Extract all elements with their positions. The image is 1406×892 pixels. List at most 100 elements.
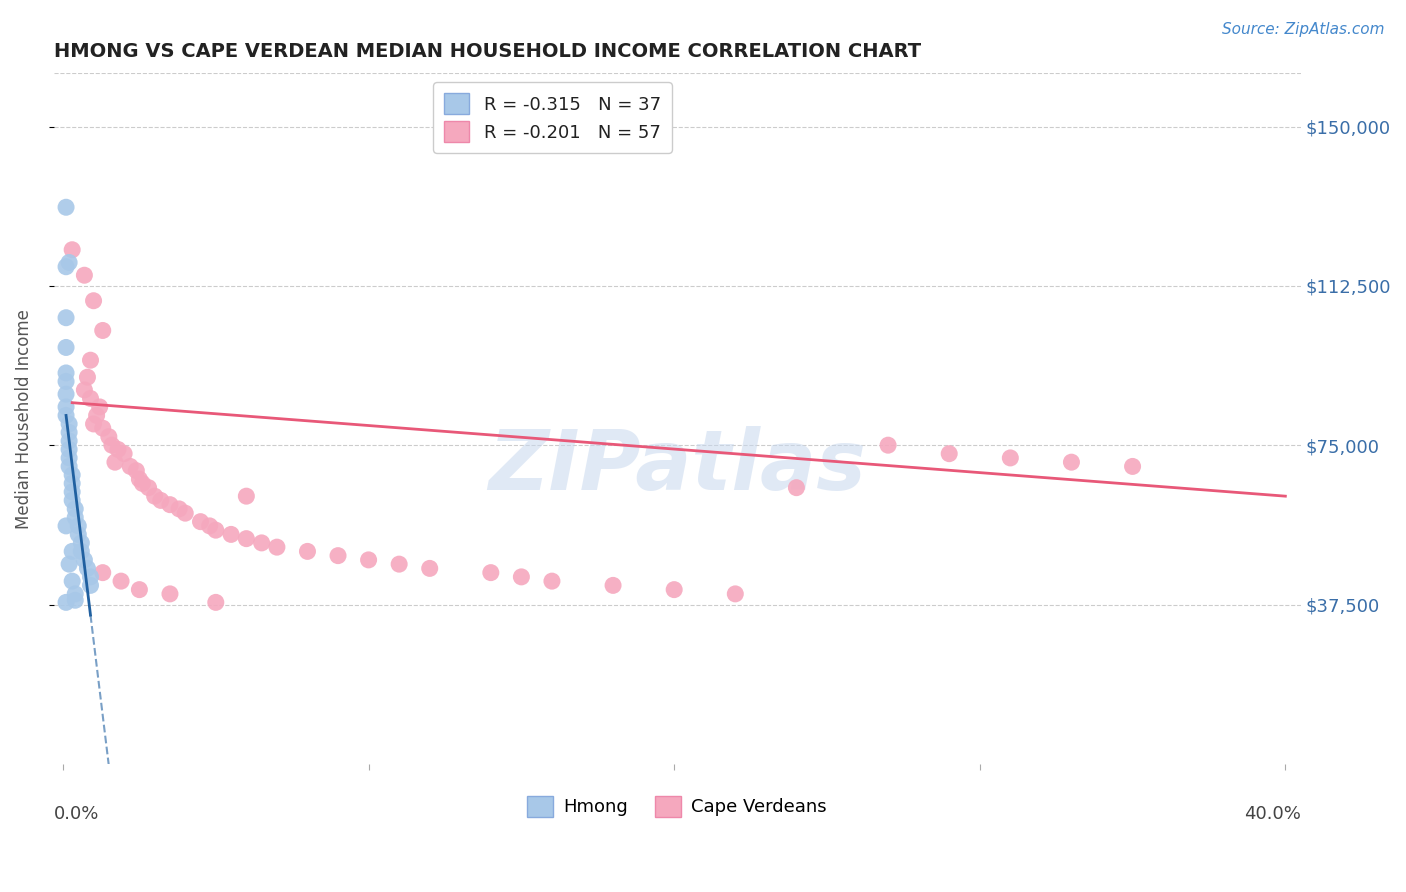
Point <box>55 366 77 380</box>
Point <box>86 409 108 423</box>
Point <box>67 527 90 541</box>
Point <box>70 536 93 550</box>
Point <box>55 375 77 389</box>
Point <box>125 464 148 478</box>
Point <box>60 476 83 491</box>
Point <box>55 400 77 414</box>
Point <box>877 438 900 452</box>
Point <box>357 553 380 567</box>
Point <box>198 519 221 533</box>
Legend: Hmong, Cape Verdeans: Hmong, Cape Verdeans <box>520 789 834 824</box>
Point <box>110 574 132 588</box>
Point <box>1000 450 1022 465</box>
Text: 40.0%: 40.0% <box>1244 805 1301 823</box>
Point <box>174 506 197 520</box>
Point <box>79 353 101 368</box>
Point <box>60 243 83 257</box>
Point <box>58 557 80 571</box>
Point <box>79 392 101 406</box>
Point <box>1122 459 1144 474</box>
Point <box>60 574 83 588</box>
Point <box>58 417 80 431</box>
Point <box>388 557 411 571</box>
Point <box>128 472 150 486</box>
Point <box>91 421 114 435</box>
Point <box>131 476 153 491</box>
Text: ZIPatlas: ZIPatlas <box>488 426 866 508</box>
Point <box>55 310 77 325</box>
Point <box>60 484 83 499</box>
Point <box>83 417 105 431</box>
Point <box>55 519 77 533</box>
Point <box>167 502 190 516</box>
Point <box>58 425 80 440</box>
Point <box>266 540 288 554</box>
Point <box>79 578 101 592</box>
Point <box>104 455 127 469</box>
Point <box>785 481 807 495</box>
Point <box>107 442 129 457</box>
Point <box>297 544 319 558</box>
Point <box>235 532 257 546</box>
Point <box>60 493 83 508</box>
Point <box>326 549 349 563</box>
Point <box>65 593 87 607</box>
Point <box>112 447 135 461</box>
Point <box>235 489 257 503</box>
Point <box>60 544 83 558</box>
Point <box>55 341 77 355</box>
Point <box>204 523 226 537</box>
Point <box>250 536 273 550</box>
Point <box>479 566 502 580</box>
Point <box>79 570 101 584</box>
Point <box>70 544 93 558</box>
Text: HMONG VS CAPE VERDEAN MEDIAN HOUSEHOLD INCOME CORRELATION CHART: HMONG VS CAPE VERDEAN MEDIAN HOUSEHOLD I… <box>53 42 921 61</box>
Point <box>58 442 80 457</box>
Point <box>664 582 686 597</box>
Point <box>55 409 77 423</box>
Point <box>65 587 87 601</box>
Point <box>159 498 181 512</box>
Point <box>120 459 142 474</box>
Point <box>58 434 80 448</box>
Point <box>541 574 564 588</box>
Point <box>65 502 87 516</box>
Point <box>510 570 533 584</box>
Point <box>419 561 441 575</box>
Point <box>91 566 114 580</box>
Y-axis label: Median Household Income: Median Household Income <box>15 309 32 529</box>
Point <box>55 260 77 274</box>
Point <box>138 481 160 495</box>
Point <box>938 447 960 461</box>
Text: Source: ZipAtlas.com: Source: ZipAtlas.com <box>1222 22 1385 37</box>
Point <box>58 459 80 474</box>
Point <box>73 383 96 397</box>
Point <box>58 450 80 465</box>
Point <box>149 493 172 508</box>
Point <box>143 489 166 503</box>
Point <box>55 387 77 401</box>
Point <box>67 519 90 533</box>
Point <box>190 515 212 529</box>
Point <box>602 578 624 592</box>
Point <box>83 293 105 308</box>
Point <box>89 400 111 414</box>
Point <box>97 430 120 444</box>
Point <box>724 587 747 601</box>
Point <box>76 370 98 384</box>
Point <box>76 561 98 575</box>
Point <box>128 582 150 597</box>
Point <box>73 553 96 567</box>
Point <box>159 587 181 601</box>
Point <box>204 595 226 609</box>
Point <box>1060 455 1083 469</box>
Text: 0.0%: 0.0% <box>53 805 100 823</box>
Point <box>101 438 124 452</box>
Point <box>73 268 96 283</box>
Point <box>55 200 77 214</box>
Point <box>55 595 77 609</box>
Point <box>58 255 80 269</box>
Point <box>60 467 83 482</box>
Point <box>219 527 242 541</box>
Point <box>91 323 114 337</box>
